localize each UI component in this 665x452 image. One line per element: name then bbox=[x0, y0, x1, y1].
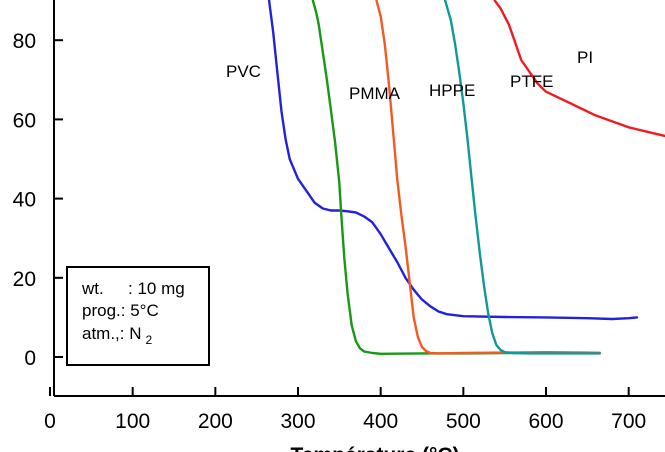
y-tick-label: 40 bbox=[13, 189, 36, 212]
conditions-atm: atm.,: N 2 bbox=[82, 324, 153, 347]
x-tick-label: 700 bbox=[611, 410, 646, 433]
series-line-pvc bbox=[267, 0, 639, 321]
y-axis-ticks: 0 20 40 60 80 bbox=[13, 30, 63, 370]
x-tick-label: 0 bbox=[44, 410, 56, 433]
x-tick-label: 400 bbox=[363, 410, 398, 433]
conditions-box: wt. : 10 mg prog.: 5°C atm.,: N 2 bbox=[66, 266, 210, 366]
series-line-ptfe bbox=[444, 0, 601, 355]
series-line-hppe bbox=[375, 0, 601, 355]
y-tick-label: 0 bbox=[24, 347, 36, 370]
x-tick-label: 600 bbox=[528, 410, 563, 433]
series-label-pmma: PMMA bbox=[349, 84, 401, 103]
series-line-pi bbox=[493, 0, 665, 138]
conditions-prog: prog.: 5°C bbox=[82, 301, 159, 320]
series-layer bbox=[267, 0, 665, 355]
x-tick-label: 200 bbox=[198, 410, 233, 433]
series-label-ptfe: PTFE bbox=[510, 72, 553, 91]
series-label-pi: PI bbox=[577, 48, 593, 67]
y-tick-label: 80 bbox=[13, 30, 36, 53]
y-tick-label: 20 bbox=[13, 268, 36, 291]
x-axis-title: Température (°C) bbox=[290, 444, 459, 452]
series-label-hppe: HPPE bbox=[429, 81, 475, 100]
x-tick-label: 300 bbox=[280, 410, 315, 433]
x-tick-label: 500 bbox=[446, 410, 481, 433]
x-tick-label: 100 bbox=[115, 410, 150, 433]
conditions-wt-key: wt. bbox=[81, 279, 104, 298]
series-label-pvc: PVC bbox=[226, 62, 261, 81]
conditions-atm-subscript: 2 bbox=[146, 333, 153, 347]
x-axis-ticks: 0 100 200 300 400 500 600 700 bbox=[44, 387, 646, 433]
conditions-atm-prefix: atm.,: N bbox=[82, 324, 142, 343]
conditions-box-frame bbox=[66, 266, 210, 366]
conditions-wt-value: : 10 mg bbox=[128, 279, 185, 298]
y-tick-label: 60 bbox=[13, 109, 36, 132]
